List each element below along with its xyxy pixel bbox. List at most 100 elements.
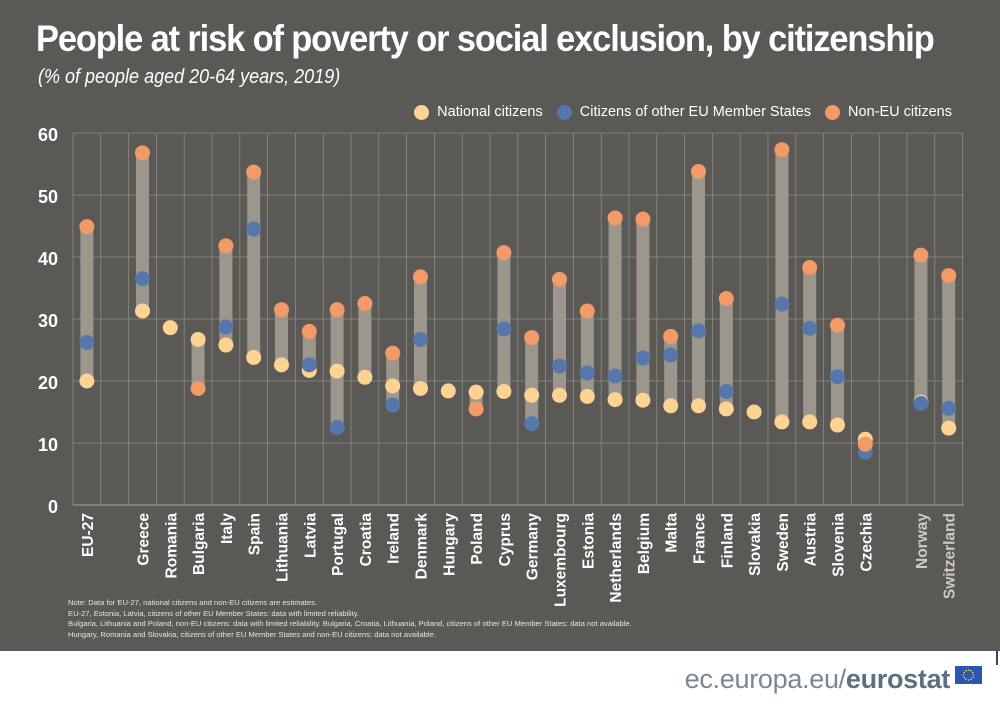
x-tick-label: Hungary	[441, 513, 458, 576]
dot-non-eu-citizens	[496, 245, 512, 261]
range-bar	[775, 149, 789, 422]
dot-national-citizens	[135, 303, 150, 319]
note-line: Note: Data for EU-27, national citizens …	[68, 598, 318, 607]
dot-national-citizens	[246, 349, 262, 365]
y-tick-label: 60	[38, 125, 58, 145]
dot-national-citizens	[774, 414, 790, 430]
y-tick-label: 20	[38, 373, 58, 393]
dot-national-citizens	[218, 337, 234, 353]
url-brand: eurostat	[845, 664, 950, 694]
dot-national-citizens	[524, 387, 540, 403]
dot-other-eu-citizens	[218, 319, 234, 335]
dot-non-eu-citizens	[301, 323, 317, 339]
x-tick-label: Lithuania	[275, 513, 292, 582]
legend-label-national: National citizens	[437, 104, 543, 120]
range-bar	[358, 303, 372, 378]
y-tick-label: 50	[38, 187, 58, 207]
dot-national-citizens	[385, 378, 401, 394]
dot-national-citizens	[79, 373, 95, 389]
range-bar	[275, 309, 288, 365]
dot-other-eu-citizens	[579, 365, 595, 381]
dot-non-eu-citizens	[774, 142, 790, 158]
dot-non-eu-citizens	[718, 291, 734, 307]
dot-national-citizens	[274, 357, 289, 373]
dot-other-eu-citizens	[718, 384, 734, 400]
x-tick-label: Slovenia	[831, 513, 848, 577]
note-line: EU-27, Estonia, Latvia, citizens of othe…	[68, 608, 360, 618]
range-bar	[525, 337, 539, 424]
dot-national-citizens	[162, 320, 178, 336]
dot-other-eu-citizens	[79, 335, 95, 351]
dot-non-eu-citizens	[524, 330, 540, 346]
dot-other-eu-citizens	[941, 400, 957, 416]
y-tick-label: 10	[38, 435, 58, 455]
dot-other-eu-citizens	[385, 397, 401, 413]
dot-non-eu-citizens	[691, 163, 706, 179]
dot-non-eu-citizens	[552, 271, 567, 287]
range-bar	[636, 219, 650, 401]
x-tick-label: Greece	[136, 513, 153, 566]
url-prefix: ec.europa.eu/	[684, 664, 847, 694]
y-tick-label: 0	[48, 497, 58, 517]
dot-non-eu-citizens	[135, 145, 150, 161]
range-bar	[247, 172, 261, 358]
x-tick-label: Switzerland	[942, 513, 959, 599]
dot-other-eu-citizens	[246, 221, 262, 237]
dot-national-citizens	[579, 389, 595, 404]
dot-other-eu-citizens	[552, 358, 567, 374]
legend-item-other-eu: Citizens of other EU Member States	[556, 104, 811, 120]
x-tick-label: Croatia	[358, 513, 375, 567]
x-tick-label: Bulgaria	[191, 513, 208, 575]
dot-non-eu-citizens	[218, 238, 234, 254]
range-bar	[191, 339, 205, 389]
x-tick-label: Latvia	[302, 513, 319, 558]
range-bar	[580, 310, 594, 397]
x-tick-label: EU-27	[80, 513, 97, 557]
range-bar	[553, 279, 566, 396]
legend-label-non-eu: Non-EU citizens	[848, 104, 952, 120]
dot-other-eu-citizens	[802, 320, 818, 336]
range-bar	[608, 217, 622, 400]
dot-national-citizens	[718, 401, 734, 417]
dot-other-eu-citizens	[774, 296, 790, 312]
note-line: Hungary, Romania and Slovakia, citizens …	[68, 629, 436, 639]
chart-notes: Note: Data for EU-27, national citizens …	[68, 598, 632, 640]
range-bar	[136, 152, 149, 311]
x-tick-label: Cyprus	[497, 513, 514, 566]
x-tick-label: Poland	[469, 513, 486, 565]
dot-non-eu-citizens	[607, 210, 623, 226]
dot-non-eu-citizens	[802, 260, 818, 276]
dot-non-eu-citizens	[274, 302, 289, 318]
x-tick-label: Malta	[664, 513, 681, 553]
legend-dot-national	[414, 104, 430, 120]
eurostat-link[interactable]: ec.europa.eu/eurostat	[684, 664, 951, 695]
dot-other-eu-citizens	[496, 321, 512, 337]
y-tick-label: 30	[38, 311, 58, 331]
dot-national-citizens	[663, 398, 679, 414]
x-tick-label: Austria	[803, 513, 820, 567]
x-tick-label: Italy	[219, 513, 236, 544]
range-bar	[692, 171, 705, 406]
dot-national-citizens	[440, 383, 456, 399]
x-tick-label: Spain	[247, 513, 264, 555]
dot-non-eu-citizens	[857, 436, 873, 452]
x-tick-label: Czechia	[858, 513, 875, 572]
dot-non-eu-citizens	[468, 401, 484, 417]
x-tick-label: Sweden	[775, 513, 792, 572]
dot-national-citizens	[329, 363, 345, 379]
dot-non-eu-citizens	[329, 302, 345, 318]
dot-other-eu-citizens	[830, 369, 845, 385]
dot-national-citizens	[496, 384, 512, 400]
dot-national-citizens	[552, 387, 567, 403]
x-tick-label: Portugal	[330, 513, 347, 576]
dot-other-eu-citizens	[301, 357, 317, 373]
dot-other-eu-citizens	[607, 368, 623, 384]
x-tick-label: Luxembourg	[553, 513, 570, 607]
chart-subtitle: (% of people aged 20-64 years, 2019)	[38, 66, 341, 88]
dot-national-citizens	[468, 384, 484, 400]
dot-non-eu-citizens	[385, 345, 401, 361]
range-bar	[219, 245, 233, 346]
x-tick-label: Romania	[163, 513, 180, 579]
dot-non-eu-citizens	[190, 380, 206, 396]
dot-other-eu-citizens	[691, 323, 706, 339]
